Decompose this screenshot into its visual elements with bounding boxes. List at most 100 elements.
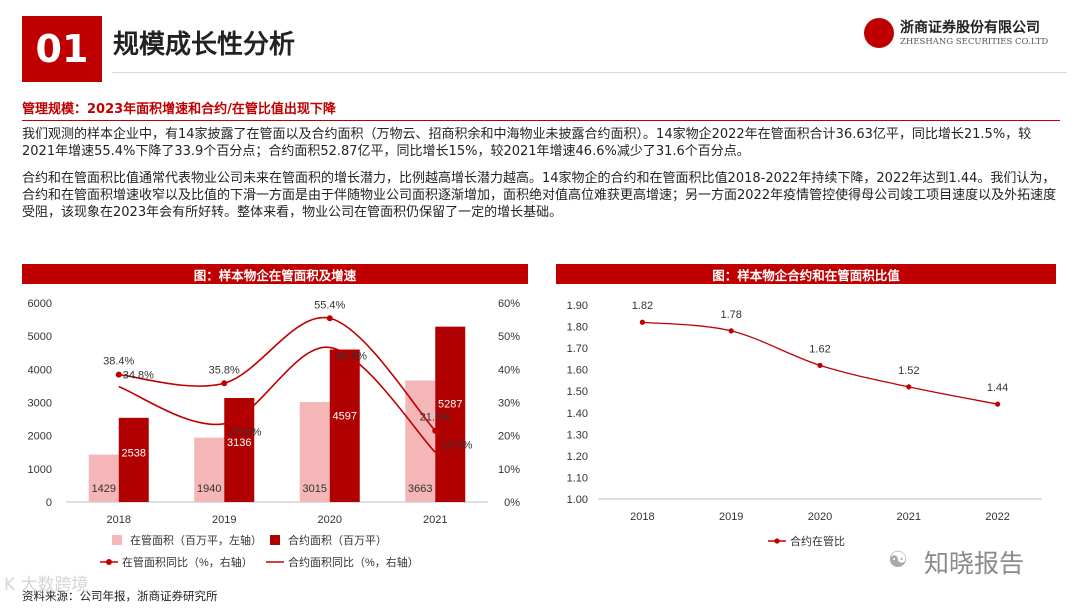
- chart1-right-tick: 60%: [498, 298, 520, 310]
- managed-area-label: 3663: [408, 483, 432, 495]
- chart1-right-tick: 50%: [498, 331, 520, 343]
- header-divider: [112, 72, 1067, 73]
- ratio-label: 1.78: [720, 309, 741, 321]
- managed-growth-label: 38.4%: [103, 356, 134, 368]
- section-number: 01: [22, 16, 102, 82]
- chart2-y-tick: 1.30: [567, 429, 588, 441]
- chart1-right-tick: 30%: [498, 398, 520, 410]
- chart1-left-tick: 3000: [28, 398, 52, 410]
- legend-label: 合约面积同比（%，右轴）: [288, 555, 419, 569]
- page-title: 规模成长性分析: [113, 30, 296, 60]
- legend-swatch: [112, 535, 122, 545]
- ratio-label: 1.52: [898, 365, 919, 377]
- contract-area-bar: [118, 417, 149, 502]
- chart2-y-tick: 1.60: [567, 365, 588, 377]
- chart1-title: 图：样本物企在管面积及增速: [22, 264, 528, 284]
- chart1-left-tick: 6000: [28, 298, 52, 310]
- paragraph-2: 合约和在管面积比值通常代表物业公司未来在管面积的增长潜力，比例越高增长潜力越高。…: [22, 171, 1057, 220]
- watermark-left: K 大数跨境: [4, 575, 89, 595]
- managed-growth-point: [432, 427, 439, 434]
- legend-label: 在管面积（百万平，左轴）: [130, 533, 262, 547]
- chart2-y-tick: 1.50: [567, 386, 588, 398]
- ratio-point: [817, 362, 823, 368]
- legend-swatch: [270, 535, 280, 545]
- contract-growth-label: 15.0%: [441, 439, 472, 451]
- chart1-x-tick: 2020: [318, 514, 342, 526]
- chart1-right-tick: 0%: [504, 497, 520, 509]
- chart1-right-tick: 20%: [498, 431, 520, 443]
- chart2-y-tick: 1.70: [567, 343, 588, 355]
- chart1-right-tick: 40%: [498, 364, 520, 376]
- managed-growth-point: [115, 371, 122, 378]
- chart2-x-tick: 2019: [719, 511, 743, 523]
- contract-area-bar: [224, 397, 255, 502]
- chart2-x-tick: 2022: [985, 511, 1009, 523]
- chart2-x-tick: 2021: [897, 511, 921, 523]
- managed-growth-point: [326, 315, 333, 322]
- managed-growth-line: [118, 316, 436, 432]
- chart2-y-tick: 1.20: [567, 451, 588, 463]
- section-subheading: 管理规模：2023年面积增速和合约/在管比值出现下降: [22, 102, 336, 117]
- wechat-icon: ☯: [888, 548, 908, 573]
- contract-area-label: 5287: [438, 398, 462, 410]
- ratio-label: 1.62: [809, 343, 830, 355]
- chart1-right-tick: 10%: [498, 464, 520, 476]
- managed-area-label: 3015: [303, 483, 327, 495]
- managed-growth-label: 35.8%: [209, 364, 240, 376]
- chart2-title: 图：样本物企合约和在管面积比值: [556, 264, 1056, 284]
- contract-growth-label: 23.6%: [230, 427, 261, 439]
- watermark-right: ☯ 知晓报告: [888, 544, 1068, 578]
- ratio-point: [728, 328, 734, 334]
- ratio-point: [995, 401, 1001, 407]
- ratio-point: [906, 384, 912, 390]
- chart1-left-tick: 2000: [28, 431, 52, 443]
- ratio-label: 1.82: [632, 300, 653, 312]
- contract-area-bar: [329, 349, 360, 502]
- chart1-x-tick: 2021: [423, 514, 447, 526]
- contract-area-label: 3136: [227, 437, 251, 449]
- contract-growth-label: 34.8%: [123, 370, 154, 382]
- chart1-left-tick: 1000: [28, 464, 52, 476]
- logo-en-text: ZHESHANG SECURITIES CO.LTD: [900, 37, 1049, 47]
- legend-label: 合约在管比: [790, 534, 845, 548]
- managed-growth-label: 55.4%: [314, 299, 345, 311]
- legend-label: 合约面积（百万平）: [288, 533, 387, 547]
- chart2-x-tick: 2018: [630, 511, 654, 523]
- chart1-left-tick: 5000: [28, 331, 52, 343]
- chart1-x-tick: 2018: [107, 514, 131, 526]
- logo-cn-text: 浙商证券股份有限公司: [900, 20, 1040, 36]
- chart1-left-tick: 4000: [28, 364, 52, 376]
- managed-growth-label: 21.5%: [420, 412, 451, 424]
- managed-area-label: 1429: [92, 483, 116, 495]
- legend-marker: [774, 538, 780, 544]
- contract-area-bar: [435, 326, 466, 502]
- chart2-y-tick: 1.10: [567, 472, 588, 484]
- chart2-y-tick: 1.80: [567, 322, 588, 334]
- contract-area-label: 2538: [122, 448, 146, 460]
- managed-area-bar: [194, 437, 225, 502]
- managed-area-bar: [405, 380, 436, 502]
- managed-area-label: 1940: [197, 483, 221, 495]
- chart2-y-tick: 1.40: [567, 408, 588, 420]
- chart1-left-tick: 0: [46, 497, 52, 509]
- contract-growth-line: [118, 346, 436, 453]
- chart2-x-tick: 2020: [808, 511, 832, 523]
- subheading-divider: [22, 120, 1060, 121]
- ratio-label: 1.44: [987, 382, 1008, 394]
- contract-growth-label: 46.6%: [336, 350, 367, 362]
- managed-growth-point: [221, 380, 228, 387]
- legend-marker: [106, 559, 112, 565]
- chart1-x-tick: 2019: [212, 514, 236, 526]
- ratio-point: [639, 319, 646, 325]
- chart2-y-tick: 1.00: [567, 494, 588, 506]
- managed-area-bar: [88, 454, 119, 502]
- contract-area-label: 4597: [333, 411, 357, 423]
- managed-area-bar: [299, 402, 330, 502]
- company-logo: 浙商证券股份有限公司 ZHESHANG SECURITIES CO.LTD: [864, 14, 1064, 54]
- legend-label: 在管面积同比（%，右轴）: [122, 555, 253, 569]
- source-note: 资料来源：公司年报，浙商证券研究所: [22, 589, 218, 603]
- paragraph-1: 我们观测的样本企业中，有14家披露了在管面以及合约面积（万物云、招商积余和中海物…: [22, 127, 1032, 159]
- logo-mark-icon: [864, 18, 894, 48]
